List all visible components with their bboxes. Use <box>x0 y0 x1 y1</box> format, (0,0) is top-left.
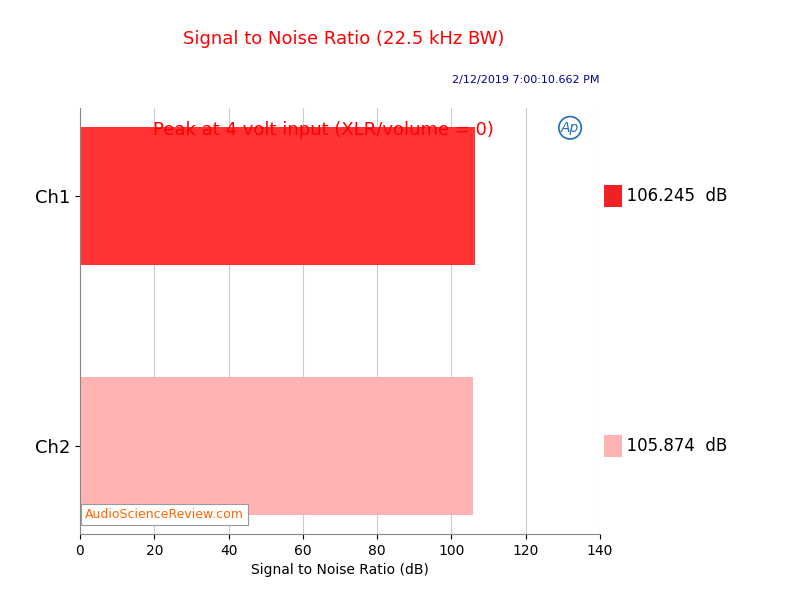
Bar <box>80 127 474 265</box>
Text: 106.245  dB: 106.245 dB <box>616 187 727 205</box>
Text: AudioScienceReview.com: AudioScienceReview.com <box>86 508 244 521</box>
Text: Peak at 4 volt input (XLR/volume = 0): Peak at 4 volt input (XLR/volume = 0) <box>153 121 494 139</box>
Text: Signal to Noise Ratio (22.5 kHz BW): Signal to Noise Ratio (22.5 kHz BW) <box>183 30 505 48</box>
X-axis label: Signal to Noise Ratio (dB): Signal to Noise Ratio (dB) <box>251 563 429 577</box>
Text: 2/12/2019 7:00:10.662 PM: 2/12/2019 7:00:10.662 PM <box>453 75 600 85</box>
Bar <box>80 377 474 515</box>
Text: 105.874  dB: 105.874 dB <box>616 437 727 455</box>
Text: Ap: Ap <box>561 121 579 135</box>
